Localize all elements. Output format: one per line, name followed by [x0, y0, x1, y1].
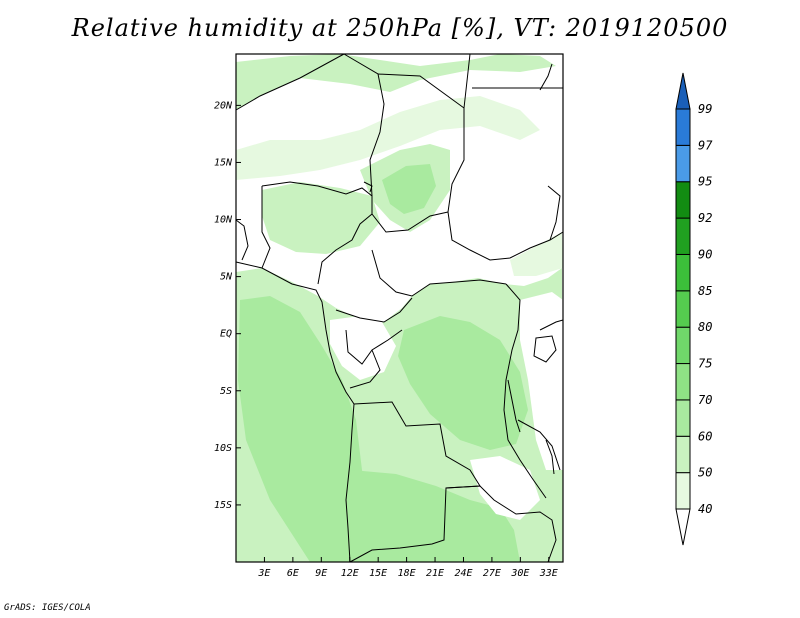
lat-tick-label: 15N [214, 157, 233, 168]
humidity-region-chad-core [382, 164, 436, 214]
colorbar-segment [675, 253, 691, 292]
country-borders [235, 53, 564, 563]
colorbar-label: 95 [698, 175, 712, 189]
grads-credit: GrADS: IGES/COLA [4, 603, 91, 613]
border-nile-states [539, 63, 561, 241]
lon-tick-label: 27E [483, 568, 501, 579]
lat-tick-label: 5S [220, 386, 232, 397]
lon-tick-label: 33E [539, 568, 558, 579]
lon-tick-label: 21E [426, 568, 444, 579]
colorbar-segment [675, 363, 691, 401]
lat-tick-label: 5N [220, 272, 233, 283]
longitude-axis: 3E 6E 9E 12E 15E 18E 21E 24E 27E 30E 33E [257, 557, 558, 579]
lat-tick-label: 20N [214, 100, 233, 111]
lon-tick-label: 9E [315, 568, 327, 579]
humidity-region-southsudan [510, 232, 563, 276]
humidity-shading [236, 54, 563, 562]
border-drc-east [503, 283, 547, 499]
lon-tick-label: 30E [510, 568, 529, 579]
border-chad-west [343, 53, 385, 197]
border-nigeria-cameroon [261, 181, 373, 285]
colorbar-label: 70 [698, 393, 712, 407]
colorbar-label: 92 [698, 211, 712, 225]
lat-tick-label: 10S [214, 443, 232, 454]
colorbar-segment [675, 399, 691, 437]
border-zambia [445, 485, 557, 563]
colorbar-segment [675, 290, 691, 328]
humidity-region-nigeria [262, 182, 380, 254]
map-title: Relative humidity at 250hPa [%], VT: 201… [71, 14, 729, 42]
lon-tick-label: 18E [398, 568, 416, 579]
lake-malawi [545, 439, 555, 475]
colorbar: 40 50 60 70 75 80 85 90 92 95 97 99 [675, 72, 713, 546]
colorbar-label: 97 [698, 138, 713, 152]
border-congo [335, 297, 413, 389]
lakes [363, 181, 557, 475]
colorbar-segment [675, 181, 691, 219]
lon-tick-label: 15E [369, 568, 387, 579]
border-misc-west [235, 53, 345, 269]
colorbar-label: 50 [698, 466, 712, 480]
colorbar-segment [675, 144, 691, 183]
colorbar-label: 90 [698, 247, 712, 261]
lat-tick-label: EQ [220, 329, 232, 340]
colorbar-upper-triangle [675, 72, 691, 110]
colorbar-segment [675, 472, 691, 510]
lon-tick-label: 24E [454, 568, 472, 579]
lon-tick-label: 12E [341, 568, 359, 579]
colorbar-label: 60 [698, 429, 712, 443]
colorbar-lower-triangle [675, 508, 691, 546]
humidity-region-southwest [238, 296, 380, 562]
coastline-west [235, 261, 355, 563]
border-tanzania [517, 319, 564, 471]
map-frame [235, 53, 564, 563]
colorbar-label: 40 [698, 502, 712, 516]
dry-region-lakes [470, 456, 540, 520]
humidity-region-congo [398, 316, 528, 450]
colorbar-label: 85 [698, 284, 712, 298]
colorbar-segment [675, 217, 691, 255]
colorbar-label: 99 [698, 102, 712, 116]
border-libya-chad [377, 53, 471, 109]
border-car [371, 211, 507, 297]
lake-victoria [533, 335, 557, 363]
lake-chad [363, 181, 373, 193]
colorbar-segment [675, 435, 691, 474]
humidity-region-south [350, 470, 520, 562]
colorbar-label: 75 [698, 357, 712, 371]
border-sudan [447, 108, 564, 261]
colorbar-label: 80 [698, 320, 712, 334]
colorbar-segment [675, 108, 691, 146]
lon-tick-label: 6E [287, 568, 299, 579]
lat-tick-label: 10N [214, 215, 233, 226]
humidity-region-north-top [236, 54, 556, 110]
lon-tick-label: 3E [257, 568, 270, 579]
lat-tick-label: 15S [214, 500, 232, 511]
colorbar-segment [675, 326, 691, 365]
lake-tanganyika [507, 379, 521, 433]
latitude-axis: 20N 15N 10N 5N EQ 5S 10S 15S [214, 100, 241, 511]
